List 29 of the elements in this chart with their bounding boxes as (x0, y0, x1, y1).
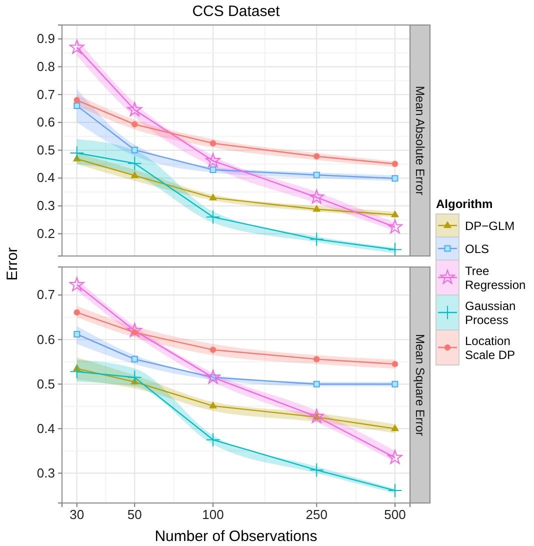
legend-label: Gaussian Process (465, 299, 516, 327)
y-tick-label: 0.7 (36, 86, 55, 102)
y-tick-label: 0.3 (36, 465, 55, 480)
legend-label: Location Scale DP (465, 334, 516, 362)
y-tick-label: 0.6 (36, 114, 55, 130)
y-tick-label: 0.4 (36, 420, 55, 436)
y-tick-label: 0.3 (36, 198, 55, 214)
legend-label: Tree Regression (465, 264, 526, 292)
y-tick-label: 0.2 (36, 226, 55, 241)
x-tick-label: 30 (70, 507, 84, 522)
y-tick-label: 0.9 (36, 31, 55, 46)
y-axis-title: Error (4, 247, 21, 281)
text: Mean Square Error (412, 334, 427, 436)
legend-label: OLS (465, 242, 490, 256)
legend-title: Algorithm (436, 197, 493, 211)
y-tick-label: 0.5 (36, 376, 55, 392)
x-axis-title: Number of Observations (154, 528, 318, 545)
y-tick-label: 0.6 (36, 332, 55, 347)
chart-title: CCS Dataset (192, 3, 281, 20)
text: Mean Absolute Error (412, 86, 427, 196)
legend-label: DP−GLM (465, 219, 515, 233)
y-tick-label: 0.7 (36, 287, 55, 302)
y-tick-label: 0.4 (36, 170, 55, 186)
y-tick-label: 0.5 (36, 142, 55, 158)
x-tick-label: 500 (384, 507, 406, 522)
y-tick-label: 0.8 (36, 58, 55, 74)
x-tick-label: 50 (127, 507, 142, 522)
x-tick-label: 100 (202, 507, 224, 522)
x-tick-label: 250 (306, 507, 328, 522)
